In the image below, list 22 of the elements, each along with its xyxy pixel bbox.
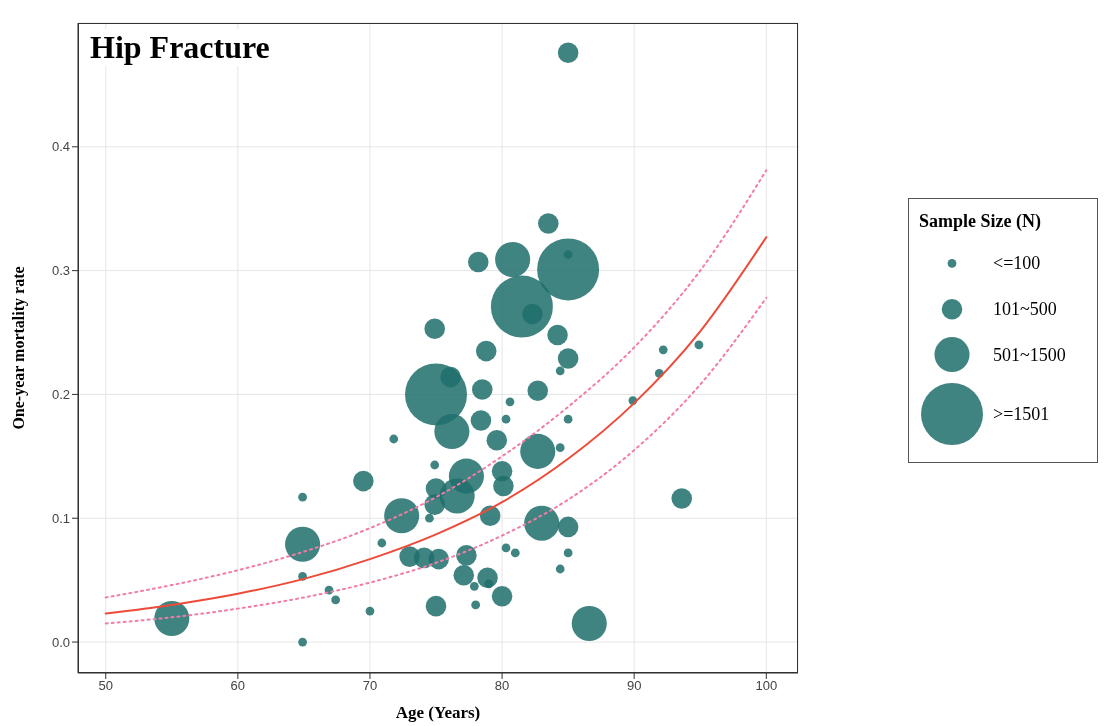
legend-label: 501~1500 bbox=[993, 344, 1066, 366]
x-tick-label: 70 bbox=[362, 678, 378, 694]
line-series bbox=[104, 169, 768, 599]
x-tick-label: 50 bbox=[98, 678, 113, 694]
legend-title: Sample Size (N) bbox=[919, 211, 1042, 232]
chart-title: Hip Fracture bbox=[86, 29, 274, 66]
x-tick-label: 100 bbox=[755, 678, 778, 694]
legend-label: <=100 bbox=[993, 252, 1041, 274]
legend-label: 101~500 bbox=[993, 298, 1057, 320]
y-tick-label: 0.2 bbox=[51, 387, 70, 403]
y-tick-label: 0.0 bbox=[51, 634, 70, 650]
x-axis-title: Age (Years) bbox=[395, 703, 481, 722]
y-tick-label: 0.3 bbox=[51, 263, 70, 279]
x-tick-label: 60 bbox=[230, 678, 246, 694]
legend-label: >=1501 bbox=[993, 403, 1050, 425]
x-tick-label: 90 bbox=[626, 678, 642, 694]
y-axis-title: One-year mortality rate bbox=[9, 266, 28, 430]
line-series bbox=[104, 296, 768, 625]
line-series bbox=[104, 236, 768, 615]
x-tick-label: 80 bbox=[494, 678, 510, 694]
y-tick-label: 0.4 bbox=[51, 139, 70, 155]
y-tick-label: 0.1 bbox=[51, 510, 70, 526]
